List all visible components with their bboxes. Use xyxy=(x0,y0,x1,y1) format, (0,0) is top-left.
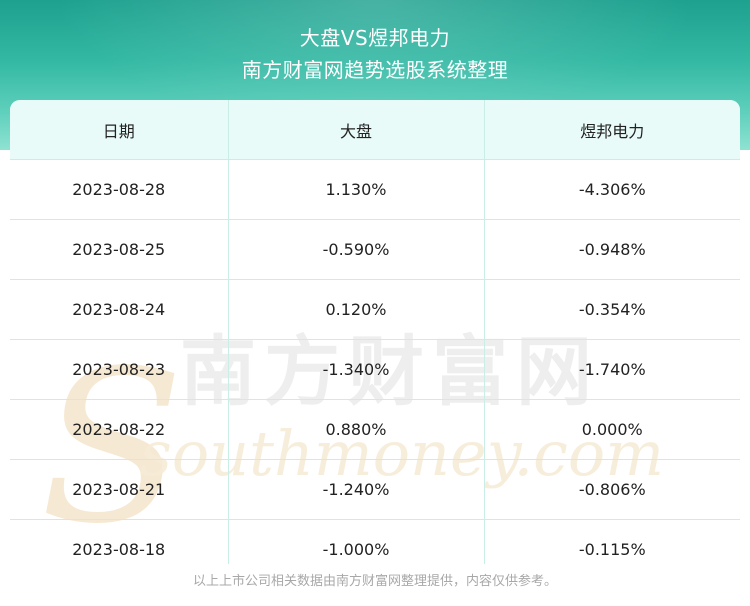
column-header-stock: 煜邦电力 xyxy=(484,100,740,160)
footer-disclaimer: 以上上市公司相关数据由南方财富网整理提供，内容仅供参考。 xyxy=(192,574,557,589)
date-cell: 2023-08-21 xyxy=(10,459,229,520)
data-table: 日期 大盘 煜邦电力 2023-08-28 1.130% -4.306% 202… xyxy=(10,100,740,564)
table-row: 2023-08-25 -0.590% -0.948% xyxy=(10,219,740,280)
date-cell: 2023-08-18 xyxy=(10,519,229,564)
stock-change-cell: -0.115% xyxy=(484,519,740,564)
column-header-date: 日期 xyxy=(10,100,229,160)
stock-change-cell: -0.806% xyxy=(484,459,740,520)
date-cell: 2023-08-22 xyxy=(10,399,229,460)
date-cell: 2023-08-28 xyxy=(10,159,229,220)
table-row: 2023-08-24 0.120% -0.354% xyxy=(10,279,740,340)
table-header-row: 日期 大盘 煜邦电力 xyxy=(10,100,740,160)
page-subtitle: 南方财富网趋势选股系统整理 xyxy=(241,58,509,82)
stock-change-cell: -1.740% xyxy=(484,339,740,400)
table-row: 2023-08-23 -1.340% -1.740% xyxy=(10,339,740,400)
page-title: 大盘VS煜邦电力 xyxy=(299,26,451,50)
stock-change-cell: -4.306% xyxy=(484,159,740,220)
date-cell: 2023-08-23 xyxy=(10,339,229,400)
market-change-cell: 0.880% xyxy=(228,399,485,460)
table-row: 2023-08-22 0.880% 0.000% xyxy=(10,399,740,460)
table-row: 2023-08-21 -1.240% -0.806% xyxy=(10,459,740,520)
column-header-market: 大盘 xyxy=(228,100,485,160)
table-row: 2023-08-18 -1.000% -0.115% xyxy=(10,519,740,564)
market-change-cell: 0.120% xyxy=(228,279,485,340)
date-cell: 2023-08-25 xyxy=(10,219,229,280)
header-banner: 大盘VS煜邦电力 南方财富网趋势选股系统整理 xyxy=(0,0,750,150)
table-row: 2023-08-28 1.130% -4.306% xyxy=(10,159,740,220)
market-change-cell: -1.240% xyxy=(228,459,485,520)
stock-change-cell: 0.000% xyxy=(484,399,740,460)
date-cell: 2023-08-24 xyxy=(10,279,229,340)
market-change-cell: -1.000% xyxy=(228,519,485,564)
market-change-cell: 1.130% xyxy=(228,159,485,220)
stock-change-cell: -0.354% xyxy=(484,279,740,340)
market-change-cell: -0.590% xyxy=(228,219,485,280)
table-card: S 南方财富网 southmoney.com 日期 大盘 煜邦电力 2023-0… xyxy=(10,100,740,564)
market-change-cell: -1.340% xyxy=(228,339,485,400)
stock-change-cell: -0.948% xyxy=(484,219,740,280)
